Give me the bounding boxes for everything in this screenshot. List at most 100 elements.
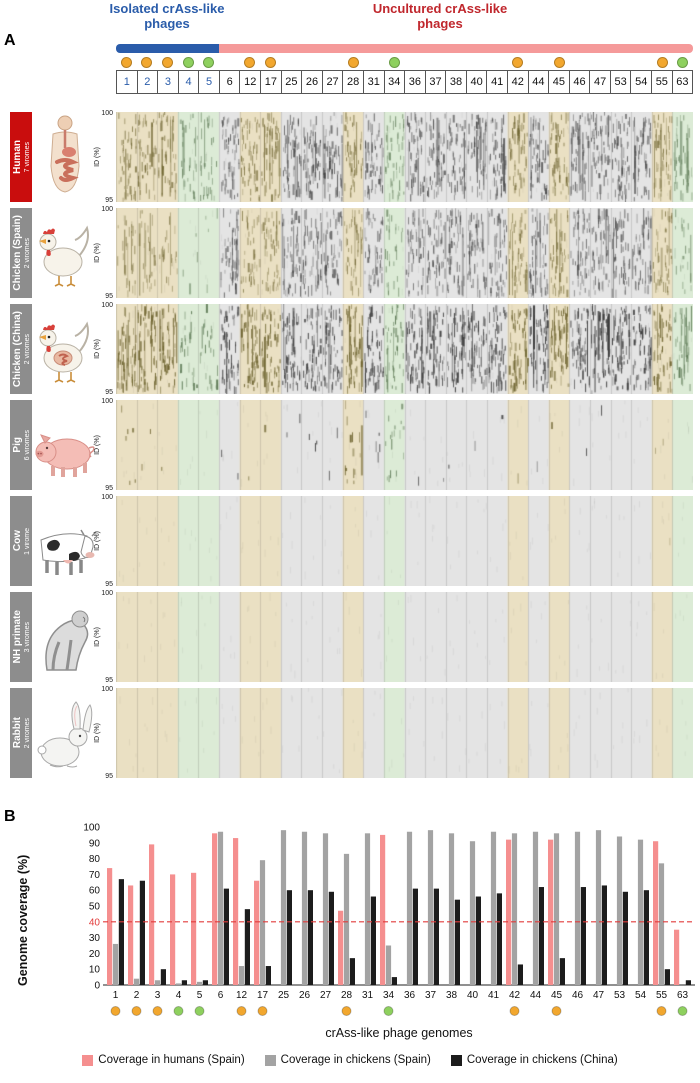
coverage-bar: [496, 893, 502, 985]
column-dot-cell: [508, 56, 529, 69]
coverage-bar: [343, 853, 350, 985]
legend-label: Coverage in chickens (Spain): [280, 1054, 431, 1066]
column-dot-cell: [198, 56, 219, 69]
y-tick-label: 70: [89, 870, 101, 881]
legend-item: Coverage in chickens (China): [450, 1054, 618, 1066]
identity-heatmap-chicken-china: [116, 304, 693, 394]
y-max: 100: [101, 494, 113, 501]
column-dot-cell: [590, 56, 611, 69]
chicken-icon: [33, 210, 97, 296]
isolated-phages-header: Isolated crAss-like phages: [109, 1, 225, 31]
column-number: 34: [384, 70, 406, 94]
coverage-bar: [112, 943, 119, 985]
x-axis-title: crAss-like phage genomes: [325, 1026, 473, 1040]
y-max: 100: [101, 302, 113, 309]
x-category-label: 46: [572, 990, 584, 1001]
coverage-bar: [364, 833, 371, 985]
coverage-bar: [212, 833, 218, 985]
coverage-bar: [154, 980, 161, 985]
y-min: 95: [105, 293, 113, 300]
row-name: Pig: [11, 437, 23, 453]
coverage-bar: [412, 888, 418, 985]
x-category-label: 36: [404, 990, 416, 1001]
column-dot-cell: [549, 56, 570, 69]
coverage-bar: [601, 885, 607, 985]
x-category-label: 42: [509, 990, 521, 1001]
y-max: 100: [101, 590, 113, 597]
column-number: 47: [590, 70, 611, 94]
green-dot: [677, 1006, 688, 1016]
coverage-bar: [622, 891, 628, 985]
column-number: 38: [446, 70, 467, 94]
column-number: 46: [569, 70, 591, 94]
panel-b-label: B: [4, 808, 16, 825]
x-category-label: 17: [257, 990, 269, 1001]
row-name: Rabbit: [11, 717, 23, 749]
x-category-label: 26: [299, 990, 311, 1001]
green-dot: [388, 57, 400, 68]
y-axis-label: ID (%): [94, 339, 101, 359]
column-dot-cell: [487, 56, 508, 69]
orange-dot: [152, 1006, 163, 1016]
x-category-label: 1: [113, 990, 119, 1001]
orange-dot: [141, 57, 153, 68]
row-label-chicken-spain: Chicken (Spain) 2 viromes: [10, 208, 32, 298]
x-category-label: 47: [593, 990, 605, 1001]
column-number: 44: [528, 70, 550, 94]
y-axis-label: ID (%): [94, 723, 101, 743]
y-min: 95: [105, 197, 113, 204]
column-number: 27: [322, 70, 344, 94]
y-axis: 100 ID (%) 95: [93, 686, 115, 780]
legend-swatch: [82, 1054, 94, 1066]
identity-heatmap-pig: [116, 400, 693, 490]
coverage-bar: [574, 831, 581, 985]
y-min: 95: [105, 485, 113, 492]
coverage-bar: [653, 841, 659, 985]
column-dot-cell: [569, 56, 590, 69]
coverage-bar: [175, 983, 182, 985]
y-tick-label: 20: [89, 949, 101, 960]
row-label-cow: Cow 1 virome: [10, 496, 32, 586]
y-min: 95: [105, 389, 113, 396]
coverage-bar: [160, 969, 166, 985]
column-dot-cell: [363, 56, 384, 69]
row-viromes-count: 3 viromes: [23, 621, 31, 653]
coverage-bar: [506, 839, 512, 985]
coverage-bar: [511, 833, 518, 985]
y-tick-label: 80: [89, 854, 101, 865]
x-category-label: 38: [446, 990, 458, 1001]
y-axis-label: ID (%): [94, 147, 101, 167]
x-category-label: 44: [530, 990, 542, 1001]
identity-heatmap-cow: [116, 496, 693, 586]
row-viromes-count: 2 viromes: [23, 717, 31, 749]
column-number: 6: [219, 70, 241, 94]
coverage-bar: [149, 844, 155, 985]
coverage-bar: [385, 945, 392, 985]
coverage-bar: [191, 872, 197, 985]
coverage-bar: [433, 888, 439, 985]
row-viromes-count: 1 virome: [23, 527, 31, 555]
column-number: 26: [302, 70, 323, 94]
y-tick-label: 10: [89, 965, 101, 976]
column-dot-cell: [178, 56, 199, 69]
column-number: 42: [507, 70, 529, 94]
legend-label: Coverage in humans (Spain): [98, 1054, 245, 1066]
coverage-bar: [538, 887, 544, 985]
column-number: 37: [425, 70, 447, 94]
virome-row-pig: Pig 6 viromes 100 ID (%) 95: [0, 398, 700, 492]
coverage-bar: [244, 909, 250, 985]
green-dot: [182, 57, 194, 68]
virome-row-human: Human 7 viromes 100 ID (%) 95: [0, 110, 700, 204]
y-tick-label: 50: [89, 902, 101, 913]
coverage-bar: [286, 890, 292, 985]
coverage-bar: [370, 896, 376, 985]
column-dot-cell: [322, 56, 343, 69]
identity-heatmap-chicken-spain: [116, 208, 693, 298]
y-axis: 100 ID (%) 95: [93, 398, 115, 492]
x-category-label: 3: [155, 990, 161, 1001]
coverage-bar: [517, 964, 523, 985]
column-number: 40: [466, 70, 488, 94]
row-name: Chicken (Spain): [11, 215, 23, 291]
primate-icon: [33, 594, 97, 680]
